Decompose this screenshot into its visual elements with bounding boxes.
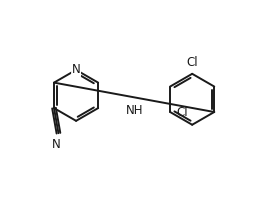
Text: N: N <box>72 63 80 76</box>
Text: NH: NH <box>126 104 144 117</box>
Text: Cl: Cl <box>176 106 188 119</box>
Text: N: N <box>52 138 61 151</box>
Text: Cl: Cl <box>186 56 198 69</box>
